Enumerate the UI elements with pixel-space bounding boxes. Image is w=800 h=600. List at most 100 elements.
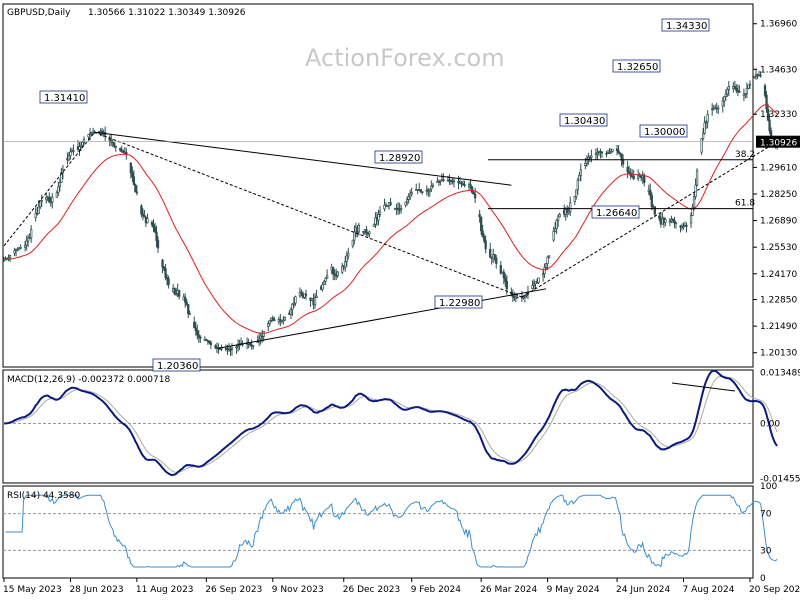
price-label-box bbox=[374, 150, 423, 164]
candle-body bbox=[161, 259, 164, 268]
candle-body bbox=[131, 172, 134, 178]
price-axis-tick: 1.20130 bbox=[760, 349, 797, 359]
candle-body bbox=[573, 196, 576, 202]
candle-body bbox=[430, 186, 433, 190]
candle-body bbox=[214, 345, 217, 348]
candle-body bbox=[744, 93, 747, 95]
candle-body bbox=[522, 296, 525, 299]
price-label: 1.28920 bbox=[379, 153, 420, 164]
candle-body bbox=[303, 293, 306, 298]
candle-body bbox=[184, 296, 187, 303]
candle-body bbox=[289, 308, 293, 315]
candle-body bbox=[768, 119, 771, 132]
candle-body bbox=[658, 215, 661, 219]
candle-body bbox=[119, 147, 122, 151]
resistance-trendline bbox=[94, 131, 512, 186]
price-label: 1.20360 bbox=[157, 361, 198, 372]
candle-body bbox=[765, 94, 768, 110]
price-label: 1.30000 bbox=[644, 127, 685, 138]
candle-body bbox=[292, 302, 296, 305]
candle-body bbox=[615, 148, 619, 152]
candle-body bbox=[763, 85, 767, 96]
candle-body bbox=[396, 207, 400, 210]
candle-body bbox=[473, 193, 477, 199]
candle-body bbox=[271, 317, 274, 320]
candle-body bbox=[152, 224, 155, 228]
candle-body bbox=[759, 74, 762, 77]
time-axis-label: 20 Sep 2024 bbox=[749, 585, 800, 595]
rsi-axis-tick: 100 bbox=[760, 482, 777, 492]
candle-body bbox=[504, 277, 507, 282]
candle-body bbox=[291, 303, 294, 310]
dashed-trendline bbox=[3, 131, 95, 247]
candle-body bbox=[499, 265, 502, 274]
candle-body bbox=[706, 113, 709, 123]
candle-body bbox=[700, 138, 703, 153]
candle-body bbox=[547, 255, 551, 258]
candle-body bbox=[162, 266, 166, 270]
candle-body bbox=[333, 273, 336, 276]
candle-body bbox=[649, 189, 652, 196]
candle-body bbox=[294, 296, 297, 304]
candle-body bbox=[30, 229, 33, 239]
candle-body bbox=[304, 293, 308, 296]
candle-body bbox=[25, 240, 28, 246]
candle-body bbox=[28, 237, 31, 240]
candle-body bbox=[544, 263, 548, 268]
candle-body bbox=[300, 291, 303, 295]
candle-body bbox=[164, 268, 167, 278]
price-label-box bbox=[661, 18, 710, 32]
price-axis-tick: 1.24170 bbox=[760, 270, 797, 280]
candle-body bbox=[324, 277, 327, 282]
price-label-box bbox=[639, 124, 688, 138]
candle-body bbox=[51, 196, 54, 203]
candle-body bbox=[727, 86, 730, 90]
candle-body bbox=[516, 296, 519, 299]
time-axis-label: 26 Sep 2023 bbox=[205, 585, 262, 595]
candle-body bbox=[428, 188, 431, 192]
candle-body bbox=[279, 319, 282, 321]
time-axis-label: 26 Mar 2024 bbox=[480, 585, 537, 595]
time-axis-label: 9 Nov 2023 bbox=[272, 585, 324, 595]
candle-body bbox=[410, 192, 413, 195]
macd-axis-tick: 0.013489 bbox=[760, 369, 800, 379]
candle-body bbox=[378, 211, 382, 215]
candle-body bbox=[575, 189, 578, 197]
candle-body bbox=[267, 323, 270, 327]
candle-body bbox=[469, 184, 472, 188]
candle-body bbox=[618, 152, 622, 155]
candle-body bbox=[79, 144, 83, 148]
time-axis-label: 28 Jun 2023 bbox=[69, 585, 123, 595]
candle-body bbox=[481, 230, 484, 237]
candle-body bbox=[57, 186, 60, 193]
candle-body bbox=[129, 162, 132, 174]
candle-body bbox=[313, 297, 317, 306]
fib-label: 61.8 bbox=[735, 199, 755, 209]
candle-body bbox=[439, 180, 442, 183]
candle-body bbox=[419, 189, 422, 192]
candle-body bbox=[726, 89, 729, 95]
time-axis-label: 15 May 2023 bbox=[3, 585, 62, 595]
candle-body bbox=[532, 283, 536, 286]
candle-body bbox=[588, 157, 592, 159]
candle-body bbox=[114, 145, 117, 148]
candle-body bbox=[609, 151, 613, 154]
macd-line bbox=[3, 369, 778, 477]
candle-body bbox=[442, 179, 445, 182]
candle-body bbox=[674, 222, 678, 225]
candle-body bbox=[472, 192, 475, 195]
candle-body bbox=[140, 205, 143, 215]
candle-body bbox=[427, 190, 430, 193]
candle-body bbox=[738, 90, 741, 93]
price-axis-tick: 1.36960 bbox=[760, 20, 797, 30]
candle-body bbox=[185, 301, 188, 305]
price-label: 1.34330 bbox=[666, 21, 707, 32]
candle-body bbox=[701, 132, 705, 140]
macd-signal-line bbox=[4, 375, 778, 473]
candle-body bbox=[735, 87, 738, 91]
candle-body bbox=[483, 236, 486, 242]
candle-body bbox=[553, 228, 557, 232]
candle-body bbox=[745, 87, 749, 94]
candle-body bbox=[206, 340, 210, 342]
rsi-title: RSI(14) 44.3580 bbox=[7, 491, 80, 501]
